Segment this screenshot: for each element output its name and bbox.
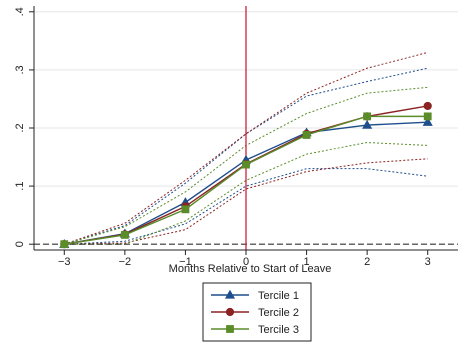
data-point: [362, 119, 373, 129]
data-point: [302, 131, 311, 139]
legend-label: Tercile 1: [258, 290, 299, 302]
y-tick-label: .3: [14, 65, 26, 74]
y-tick-label: 0: [14, 241, 26, 247]
legend-item: Tercile 1: [211, 289, 299, 302]
x-tick-label: −3: [58, 256, 71, 268]
legend-swatch-marker: [224, 289, 236, 299]
series-lines: [59, 101, 433, 249]
data-point: [363, 112, 372, 121]
x-tick-label: −1: [179, 256, 192, 268]
data-point: [120, 230, 129, 239]
x-tick-label: 1: [304, 256, 310, 268]
data-point: [423, 112, 432, 121]
y-tick-label: .1: [14, 182, 26, 191]
ci-upper-line: [64, 51, 428, 245]
legend-swatch-marker: [226, 325, 234, 333]
data-point: [181, 205, 190, 214]
legend: Tercile 1 Tercile 2 Tercile 3: [202, 282, 312, 342]
legend-label: Tercile 2: [258, 307, 299, 319]
reference-lines: [34, 6, 458, 250]
data-point: [60, 240, 69, 249]
series-tercile-3: [60, 112, 432, 249]
data-point: [422, 116, 433, 126]
legend-item: Tercile 3: [211, 324, 299, 336]
x-tick-label: 2: [364, 256, 370, 268]
legend-swatch-marker: [225, 307, 235, 317]
data-point: [423, 101, 432, 111]
x-tick-label: −2: [119, 256, 132, 268]
x-tick-label: 0: [243, 256, 249, 268]
ci-lower-line: [64, 158, 428, 245]
ci-lower-line: [64, 168, 428, 245]
x-axis-title: Months Relative to Start of Leave: [169, 263, 332, 275]
data-point: [242, 160, 250, 169]
y-tick-label: .2: [14, 123, 26, 132]
y-tick-label: .4: [14, 7, 26, 16]
legend-label: Tercile 3: [258, 324, 299, 336]
x-tick-label: 3: [425, 256, 431, 268]
axes: −3 −2 −1 0 1 2 3 0 .1 .2 .3 .4: [14, 6, 458, 268]
legend-item: Tercile 2: [211, 307, 299, 319]
ci-upper-line: [64, 67, 428, 245]
